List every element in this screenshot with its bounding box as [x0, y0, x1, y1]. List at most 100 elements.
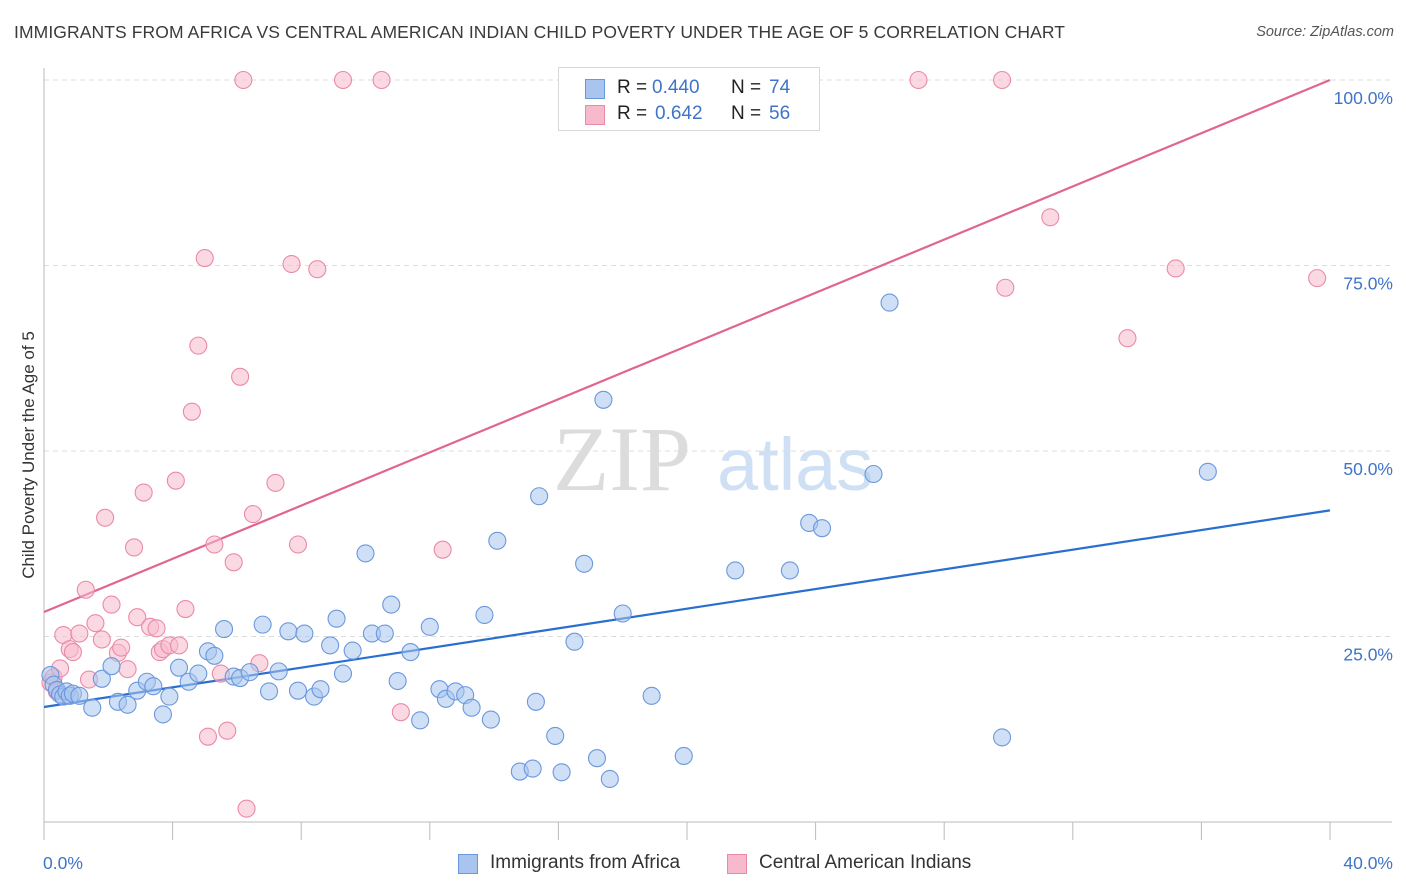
data-point-cai — [1118, 329, 1137, 348]
x-tick-label: 40.0% — [1343, 853, 1393, 873]
y-tick-label: 50.0% — [1343, 459, 1393, 479]
data-point-africa — [189, 664, 208, 683]
data-point-cai — [243, 505, 263, 524]
watermark-zip: ZIP — [553, 408, 691, 510]
legend-n-value-cai: 56 — [769, 103, 791, 124]
watermark-atlas: atlas — [717, 423, 873, 506]
data-point-africa — [993, 728, 1012, 747]
data-point-cai — [1166, 259, 1185, 278]
data-point-cai — [433, 540, 452, 559]
data-point-cai — [92, 630, 111, 649]
data-point-africa — [1198, 462, 1217, 481]
axes — [43, 68, 1392, 840]
data-point-cai — [198, 727, 218, 746]
data-point-africa — [375, 624, 394, 643]
data-point-africa — [526, 692, 545, 711]
data-point-africa — [674, 746, 693, 766]
data-point-cai — [266, 473, 285, 492]
data-point-africa — [118, 695, 137, 714]
y-axis-title: Child Poverty Under the Age of 5 — [19, 331, 38, 579]
data-point-cai — [112, 638, 131, 657]
data-point-cai — [86, 614, 105, 633]
legend-r-label: R = — [617, 77, 648, 98]
data-point-africa — [864, 464, 883, 484]
data-point-africa — [401, 643, 420, 662]
y-tick-label: 25.0% — [1343, 645, 1393, 665]
legend-r-value-cai: 0.642 — [655, 103, 703, 124]
data-point-africa — [594, 390, 613, 409]
data-point-africa — [343, 641, 362, 660]
data-point-africa — [102, 657, 121, 676]
series-central-american-indians — [41, 70, 1327, 818]
data-point-africa — [726, 561, 745, 580]
data-point-africa — [356, 544, 375, 563]
data-point-cai — [169, 636, 189, 655]
data-point-africa — [523, 759, 542, 778]
data-point-africa — [160, 687, 179, 706]
legend-swatch-africa — [585, 79, 605, 99]
data-point-africa — [214, 620, 234, 639]
legend-n-label: N = — [731, 103, 762, 124]
data-point-africa — [240, 663, 259, 682]
data-point-cai — [195, 249, 214, 268]
data-point-africa — [420, 617, 439, 636]
axis-labels: 25.0% 50.0% 75.0% 100.0% 0.0% 40.0% — [43, 88, 1393, 873]
data-point-cai — [909, 70, 928, 90]
data-point-africa — [552, 763, 571, 782]
data-point-cai — [205, 535, 224, 554]
data-point-africa — [295, 624, 314, 643]
data-point-africa — [530, 487, 549, 506]
bottom-legend-swatch-africa — [458, 854, 478, 874]
stats-legend: R = 0.440 N = 74 R = 0.642 N = 56 — [558, 67, 820, 131]
data-point-africa — [411, 711, 430, 730]
trend-line-cai — [43, 78, 1331, 614]
data-point-cai — [124, 538, 144, 557]
legend-r-value-africa: 0.440 — [652, 77, 700, 98]
data-point-africa — [587, 749, 607, 768]
data-point-cai — [288, 535, 308, 554]
data-point-cai — [231, 367, 250, 386]
data-point-africa — [475, 605, 494, 625]
bottom-legend-label-africa: Immigrants from Africa — [490, 852, 681, 873]
data-point-africa — [546, 726, 565, 745]
data-point-cai — [166, 471, 185, 490]
data-point-africa — [613, 604, 632, 623]
data-point-africa — [600, 769, 619, 789]
data-point-africa — [462, 698, 481, 717]
data-point-africa — [169, 658, 189, 677]
data-point-cai — [333, 70, 353, 90]
data-point-cai — [224, 553, 243, 572]
data-point-africa — [481, 710, 500, 729]
data-point-africa — [388, 671, 407, 691]
trend-lines — [43, 78, 1331, 709]
data-point-cai — [372, 70, 391, 90]
data-point-africa — [812, 519, 832, 538]
data-point-africa — [83, 698, 102, 717]
data-point-cai — [237, 799, 256, 818]
data-point-africa — [565, 632, 584, 651]
data-point-cai — [63, 643, 82, 662]
data-point-cai — [182, 402, 201, 421]
data-point-africa — [205, 646, 224, 665]
data-point-cai — [282, 254, 301, 274]
data-point-cai — [1041, 208, 1060, 227]
data-point-cai — [1308, 269, 1327, 288]
data-point-cai — [70, 624, 89, 643]
data-point-africa — [311, 680, 330, 699]
data-point-cai — [391, 703, 410, 722]
data-point-africa — [382, 595, 401, 614]
series-immigrants-from-africa — [41, 293, 1217, 789]
data-point-africa — [575, 554, 594, 573]
data-point-africa — [333, 664, 353, 683]
data-point-africa — [259, 682, 279, 701]
data-point-cai — [996, 278, 1015, 297]
data-point-cai — [76, 580, 95, 599]
x-tick-label: 0.0% — [43, 853, 83, 873]
watermark: ZIP atlas — [553, 408, 873, 510]
data-point-africa — [321, 636, 340, 655]
source-label: Source: ZipAtlas.com — [1256, 24, 1394, 40]
legend-n-value-africa: 74 — [769, 77, 791, 98]
data-point-cai — [134, 483, 153, 502]
data-point-africa — [880, 293, 899, 312]
